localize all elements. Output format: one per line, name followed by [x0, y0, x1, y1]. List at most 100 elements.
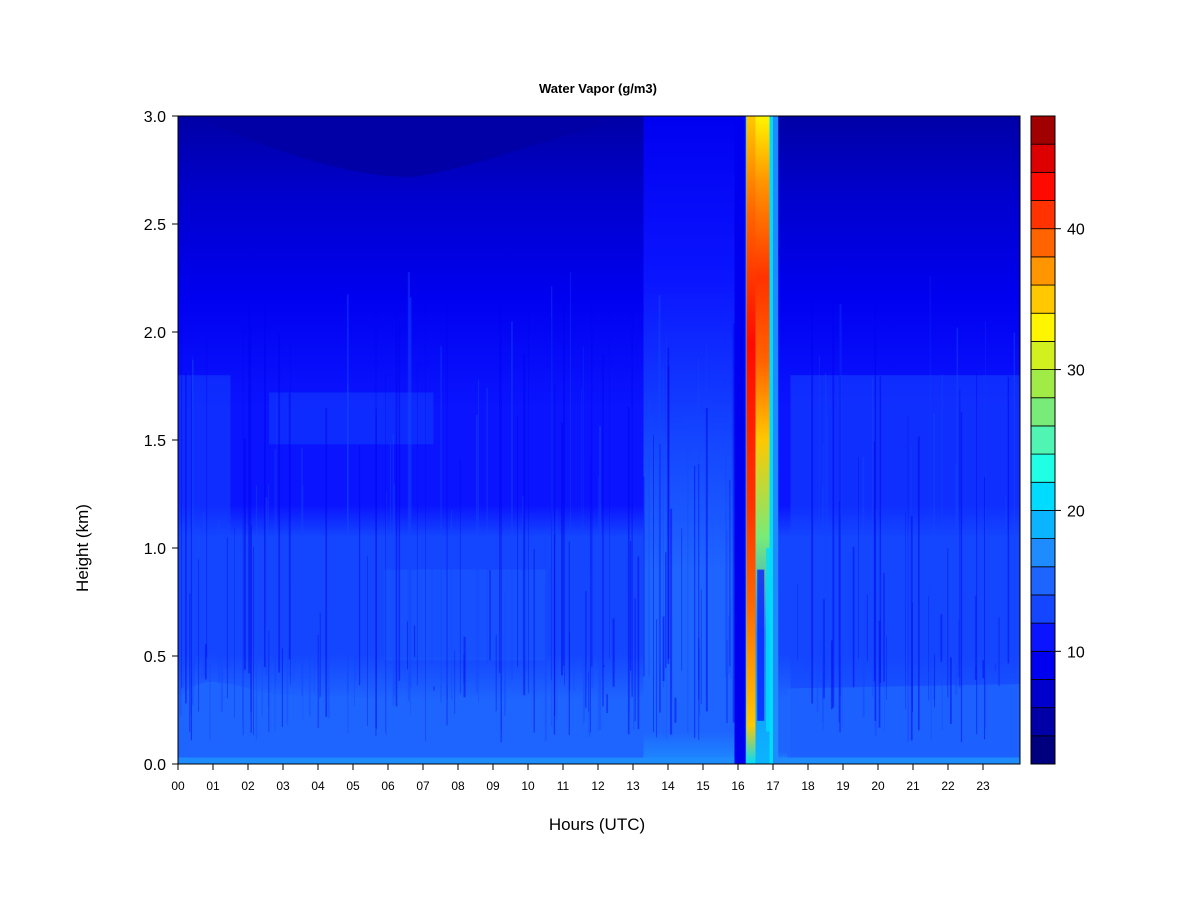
- streak-line: [960, 411, 963, 743]
- streak-line: [523, 353, 526, 696]
- streak-line: [603, 665, 605, 667]
- streak-line: [204, 602, 205, 664]
- streak-line: [662, 616, 665, 682]
- streak-line: [886, 636, 887, 700]
- streak-line: [732, 323, 735, 723]
- streak-line: [606, 694, 608, 714]
- streak-line: [705, 340, 707, 691]
- streak-line: [728, 615, 730, 675]
- colorbar-swatch: [1030, 228, 1056, 258]
- y-tick-label: 1.0: [144, 541, 166, 558]
- streak-line: [375, 408, 377, 729]
- streak-line: [634, 597, 636, 722]
- streak-line: [883, 572, 885, 682]
- streak-line: [797, 583, 798, 660]
- x-tick-label: 09: [486, 779, 500, 793]
- streak-line: [185, 372, 187, 704]
- streak-line: [958, 619, 960, 678]
- streak-line: [193, 587, 195, 668]
- streak-line: [554, 384, 556, 716]
- streak-line: [499, 290, 501, 674]
- streak-line: [209, 663, 211, 741]
- streak-line: [454, 650, 456, 715]
- streak-line: [276, 392, 278, 685]
- x-tick-label: 15: [696, 779, 710, 793]
- streak-line: [674, 697, 677, 723]
- colorbar-swatch: [1030, 171, 1056, 201]
- streak-line: [250, 524, 252, 733]
- colorbar-swatch: [1030, 538, 1056, 568]
- moist-patch-low: [384, 569, 546, 661]
- streak-line: [917, 436, 920, 731]
- streak-line: [581, 388, 582, 674]
- streak-line: [409, 546, 411, 715]
- y-tick-label: 2.0: [144, 325, 166, 342]
- streak-line: [816, 608, 819, 713]
- streak-line: [500, 661, 502, 731]
- colorbar-swatch: [1030, 622, 1056, 652]
- streak-line: [933, 413, 936, 700]
- streak-line: [659, 444, 661, 713]
- x-tick-label: 20: [871, 779, 885, 793]
- streak-line: [253, 546, 254, 736]
- streak-line: [346, 294, 349, 692]
- plume-dry-edge: [734, 116, 747, 764]
- streak-line: [730, 598, 732, 679]
- streak-line: [248, 281, 251, 674]
- streak-line: [309, 638, 311, 717]
- colorbar-swatch: [1030, 312, 1056, 342]
- streak-line: [179, 562, 182, 716]
- x-tick-label: 18: [801, 779, 815, 793]
- moist-patch-early: [178, 375, 231, 548]
- colorbar-swatch: [1030, 256, 1056, 286]
- colorbar-swatch: [1030, 679, 1056, 709]
- colorbar: 10 20 30 40: [1030, 115, 1085, 765]
- x-axis-label: Hours (UTC): [549, 815, 645, 834]
- streak-line: [478, 379, 480, 703]
- chart-title: Water Vapor (g/m3): [539, 81, 657, 96]
- x-tick-label: 21: [906, 779, 920, 793]
- plume-outer-right: [773, 116, 779, 764]
- streak-line: [228, 618, 231, 669]
- streak-line: [910, 445, 912, 702]
- streak-line: [489, 570, 491, 661]
- x-tick-label: 17: [766, 779, 780, 793]
- streak-line: [407, 272, 410, 702]
- colorbar-swatch: [1030, 340, 1056, 370]
- streak-line: [204, 644, 207, 680]
- streak-line: [698, 637, 700, 741]
- colorbar-swatch: [1030, 200, 1056, 230]
- streak-line: [274, 604, 276, 733]
- streak-line: [495, 634, 497, 712]
- streak-line: [302, 484, 304, 720]
- streak-line: [994, 663, 996, 672]
- streak-line: [824, 373, 826, 683]
- x-tick-label: 06: [381, 779, 395, 793]
- streak-line: [998, 617, 1000, 687]
- colorbar-swatch: [1030, 566, 1056, 596]
- y-tick-label: 0.5: [144, 649, 166, 666]
- colorbar-swatch: [1030, 510, 1056, 540]
- streak-line: [274, 449, 276, 687]
- streak-line: [550, 317, 552, 681]
- streak-line: [698, 357, 700, 682]
- streak-line: [556, 509, 558, 720]
- streak-line: [353, 592, 355, 707]
- streak-line: [852, 546, 855, 688]
- streak-line: [395, 307, 398, 707]
- streak-line: [568, 541, 570, 736]
- x-tick-label: 03: [276, 779, 290, 793]
- streak-line: [699, 647, 701, 716]
- streak-line: [190, 643, 192, 715]
- streak-line: [409, 297, 412, 688]
- streak-line: [1007, 376, 1010, 664]
- streak-line: [517, 415, 519, 667]
- streak-line: [725, 530, 728, 678]
- plume-cyan-band: [766, 548, 773, 732]
- y-tick-label: 1.5: [144, 433, 166, 450]
- streak-line: [288, 392, 291, 660]
- heatmap-field: [178, 116, 1020, 764]
- streak-line: [563, 281, 565, 666]
- plume-core-left: [746, 116, 756, 764]
- streak-line: [874, 509, 877, 736]
